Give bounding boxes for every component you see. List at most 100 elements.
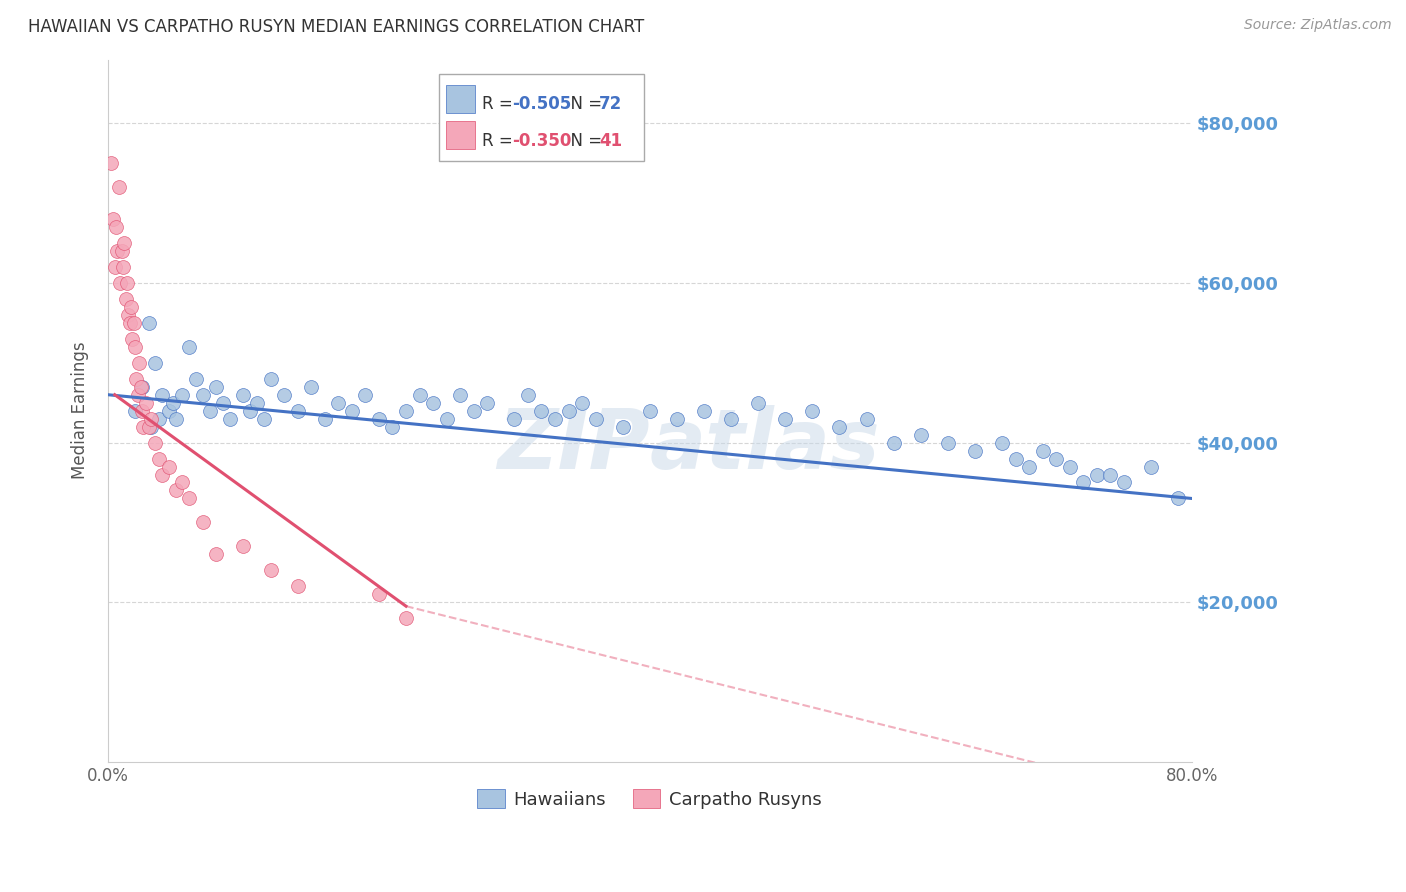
Point — [135, 395, 157, 409]
Point — [585, 411, 607, 425]
Point — [120, 300, 142, 314]
Point — [638, 403, 661, 417]
Point — [1167, 491, 1189, 506]
Text: Source: ZipAtlas.com: Source: ZipAtlas.com — [1244, 18, 1392, 32]
Point — [191, 516, 214, 530]
Point — [1112, 475, 1135, 490]
Y-axis label: Median Earnings: Median Earnings — [72, 342, 89, 480]
Point — [381, 419, 404, 434]
Point — [150, 467, 173, 482]
Point — [246, 395, 269, 409]
Point — [124, 340, 146, 354]
Text: R =: R = — [482, 95, 517, 113]
Point — [162, 395, 184, 409]
Point — [299, 380, 322, 394]
Point — [157, 403, 180, 417]
Point — [157, 459, 180, 474]
Point — [172, 475, 194, 490]
Point — [165, 483, 187, 498]
Point — [253, 411, 276, 425]
Point — [314, 411, 336, 425]
Point — [259, 563, 281, 577]
Point — [665, 411, 688, 425]
Point — [122, 316, 145, 330]
Point — [145, 435, 167, 450]
Point — [138, 316, 160, 330]
Point — [138, 419, 160, 434]
Point — [1071, 475, 1094, 490]
Point — [131, 403, 153, 417]
Point — [436, 411, 458, 425]
Text: 72: 72 — [599, 95, 621, 113]
Text: 41: 41 — [599, 132, 621, 150]
Point — [408, 388, 430, 402]
Point — [1045, 451, 1067, 466]
Point — [287, 403, 309, 417]
Point — [108, 180, 131, 194]
Point — [150, 388, 173, 402]
FancyBboxPatch shape — [439, 74, 644, 161]
Point — [422, 395, 444, 409]
Text: -0.350: -0.350 — [512, 132, 572, 150]
Point — [503, 411, 526, 425]
Point — [747, 395, 769, 409]
Point — [571, 395, 593, 409]
Point — [141, 411, 163, 425]
Point — [111, 260, 134, 274]
Point — [449, 388, 471, 402]
Point — [287, 579, 309, 593]
Point — [367, 411, 389, 425]
Point — [828, 419, 851, 434]
Text: HAWAIIAN VS CARPATHO RUSYN MEDIAN EARNINGS CORRELATION CHART: HAWAIIAN VS CARPATHO RUSYN MEDIAN EARNIN… — [28, 18, 644, 36]
Point — [936, 435, 959, 450]
Point — [141, 419, 163, 434]
Text: atlas: atlas — [650, 405, 880, 486]
Point — [205, 380, 228, 394]
Point — [198, 403, 221, 417]
Point — [172, 388, 194, 402]
Point — [104, 260, 127, 274]
Point — [1018, 459, 1040, 474]
Point — [395, 611, 418, 625]
Point — [148, 451, 170, 466]
FancyBboxPatch shape — [446, 121, 475, 150]
Point — [117, 308, 139, 322]
Point — [273, 388, 295, 402]
Point — [124, 403, 146, 417]
Point — [107, 244, 129, 259]
Point — [963, 443, 986, 458]
Point — [1059, 459, 1081, 474]
Point — [354, 388, 377, 402]
Point — [477, 395, 499, 409]
Point — [1032, 443, 1054, 458]
Point — [121, 332, 143, 346]
Point — [340, 403, 363, 417]
Point — [1004, 451, 1026, 466]
Point — [259, 372, 281, 386]
Point — [612, 419, 634, 434]
Point — [114, 292, 136, 306]
Point — [205, 547, 228, 561]
Point — [128, 356, 150, 370]
Point — [179, 491, 201, 506]
Point — [775, 411, 797, 425]
Point — [1099, 467, 1122, 482]
Point — [463, 403, 485, 417]
Point — [239, 403, 262, 417]
Point — [557, 403, 579, 417]
Point — [132, 419, 155, 434]
Point — [693, 403, 716, 417]
Legend: Hawaiians, Carpatho Rusyns: Hawaiians, Carpatho Rusyns — [470, 782, 830, 816]
Point — [395, 403, 418, 417]
Text: N =: N = — [560, 95, 607, 113]
Point — [148, 411, 170, 425]
Point — [191, 388, 214, 402]
Point — [991, 435, 1014, 450]
Point — [544, 411, 567, 425]
Point — [110, 244, 132, 259]
Point — [516, 388, 538, 402]
Point — [219, 411, 242, 425]
Point — [115, 276, 138, 290]
Point — [232, 539, 254, 553]
Point — [105, 220, 128, 235]
